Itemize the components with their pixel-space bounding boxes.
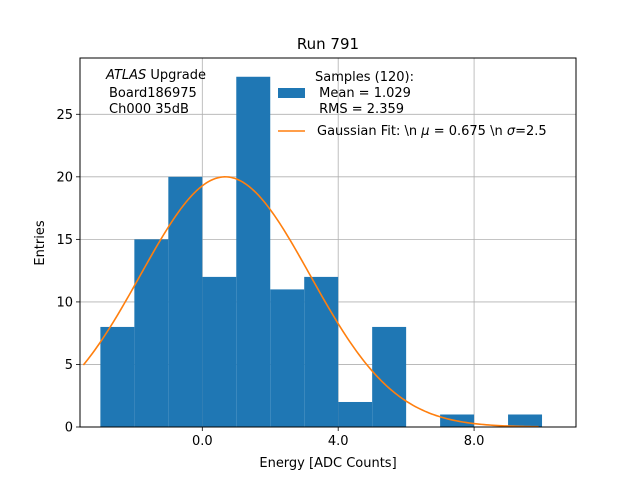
legend-samples-line-2: Mean = 1.029 xyxy=(315,86,411,101)
x-axis-label: Energy [ADC Counts] xyxy=(259,456,396,471)
histogram-bar xyxy=(202,276,237,427)
y-tick-label: 5 xyxy=(65,358,73,373)
gaussian-fit xyxy=(82,176,539,428)
atlas-annotation: ATLAS Upgrade Board186975 Ch000 35dB xyxy=(105,68,206,117)
legend-fit-suffix: =2.5 xyxy=(515,124,547,139)
histogram-bar xyxy=(304,276,339,427)
y-tick-label: 0 xyxy=(65,421,73,436)
histogram-bars xyxy=(100,76,543,428)
histogram-bar xyxy=(168,176,203,427)
legend: Samples (120): Mean = 1.029 RMS = 2.359 … xyxy=(278,70,547,139)
annotation-upgrade-word: Upgrade xyxy=(146,68,206,83)
histogram-bar xyxy=(338,401,373,427)
annotation-atlas-word: ATLAS xyxy=(105,68,146,83)
y-tick-label: 10 xyxy=(56,295,73,310)
y-axis-ticks: 0 5 10 15 20 25 xyxy=(56,108,80,436)
y-tick-label: 15 xyxy=(56,233,73,248)
histogram-bar xyxy=(508,414,543,427)
x-axis-ticks: 0.0 4.0 8.0 xyxy=(192,427,484,449)
y-tick-label: 25 xyxy=(56,108,73,123)
y-tick-label: 20 xyxy=(56,170,73,185)
x-tick-label: 0.0 xyxy=(192,434,213,449)
legend-samples-line-3: RMS = 2.359 xyxy=(315,102,404,117)
annotation-line-3: Ch000 35dB xyxy=(109,102,189,117)
chart-title: Run 791 xyxy=(297,35,359,53)
legend-fit-prefix: Gaussian Fit: \n xyxy=(317,124,421,139)
legend-fit-label: Gaussian Fit: \n μ = 0.675 \n σ=2.5 xyxy=(317,124,547,139)
plot-frame xyxy=(79,57,577,428)
y-axis-label: Entries xyxy=(33,220,48,266)
x-tick-label: 8.0 xyxy=(464,434,485,449)
histogram-bar xyxy=(100,326,135,427)
legend-fit-mu-symbol: μ xyxy=(420,124,429,139)
histogram-bar xyxy=(236,76,271,428)
legend-histogram-swatch xyxy=(278,88,305,98)
annotation-line-1: ATLAS Upgrade xyxy=(105,68,206,83)
legend-samples-line-1: Samples (120): xyxy=(315,70,414,85)
histogram-bar xyxy=(134,239,169,427)
legend-fit-sigma-symbol: σ xyxy=(507,124,516,139)
annotation-line-2: Board186975 xyxy=(109,86,197,101)
gaussian-fit-curve xyxy=(82,176,539,428)
legend-fit-mid: = 0.675 \n xyxy=(430,124,507,139)
histogram-bar xyxy=(270,289,305,427)
x-tick-label: 4.0 xyxy=(328,434,349,449)
